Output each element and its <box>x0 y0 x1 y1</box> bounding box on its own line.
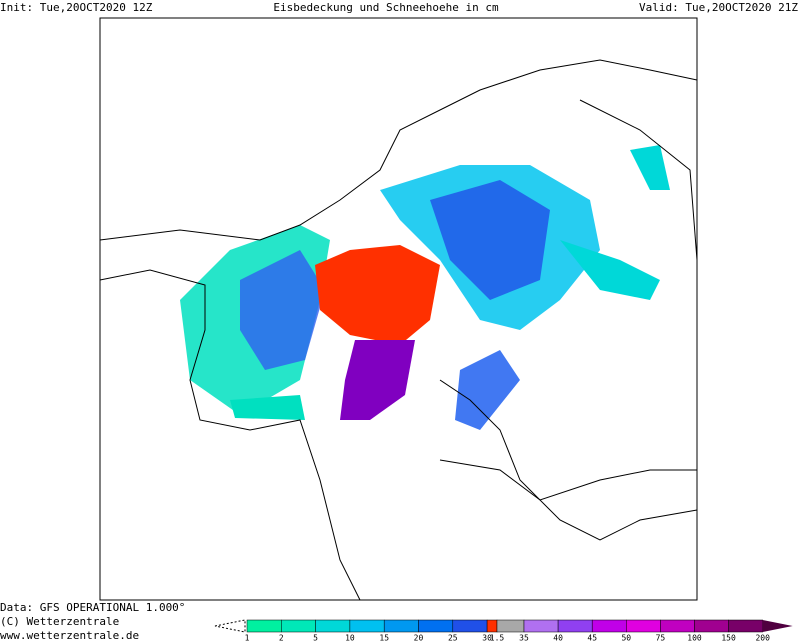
legend-label: 50 <box>621 634 631 642</box>
legend-label: 1 <box>245 634 250 642</box>
coastlines <box>99 59 698 601</box>
website: www.wetterzentrale.de <box>0 629 139 642</box>
legend-high-arrow <box>762 620 793 632</box>
legend-label: 100 <box>687 634 702 642</box>
snow-cover <box>180 145 670 430</box>
legend-label: 5 <box>313 634 318 642</box>
legend-label: 45 <box>587 634 597 642</box>
legend-swatch <box>418 619 454 633</box>
legend-swatch <box>246 619 282 633</box>
init-time: Init: Tue,20OCT2020 12Z <box>0 1 153 14</box>
legend-label: 150 <box>721 634 736 642</box>
legend-label: 2 <box>279 634 284 642</box>
legend-label: 200 <box>755 634 770 642</box>
legend-swatch <box>694 619 729 633</box>
legend-swatch <box>349 619 385 633</box>
legend-swatch <box>523 619 559 633</box>
legend-label: 40 <box>553 634 563 642</box>
legend-label: 10 <box>345 634 355 642</box>
legend-swatch <box>496 619 525 633</box>
legend-swatch <box>728 619 763 633</box>
copyright: (C) Wetterzentrale <box>0 615 119 628</box>
legend-swatch <box>591 619 627 633</box>
legend-label: 1.5 <box>490 634 505 642</box>
legend-label: 75 <box>656 634 666 642</box>
legend-label: 20 <box>414 634 424 642</box>
legend-swatch <box>626 619 661 633</box>
legend-label: 30 <box>482 634 492 642</box>
legend-swatch <box>452 619 488 633</box>
valid-time: Valid: Tue,20OCT2020 21Z <box>639 1 798 14</box>
map-title: Eisbedeckung und Schneehoehe in cm <box>273 1 499 14</box>
legend-swatch <box>281 619 316 633</box>
legend-swatch <box>383 619 419 633</box>
legend-swatch <box>660 619 695 633</box>
legend-swatch <box>557 619 593 633</box>
legend-label: 35 <box>519 634 529 642</box>
legend-label: 25 <box>448 634 458 642</box>
data-source: Data: GFS OPERATIONAL 1.000° <box>0 601 185 614</box>
legend-swatch <box>486 619 498 633</box>
legend-low-arrow <box>214 619 246 633</box>
legend-swatch <box>315 619 351 633</box>
legend-label: 15 <box>379 634 389 642</box>
